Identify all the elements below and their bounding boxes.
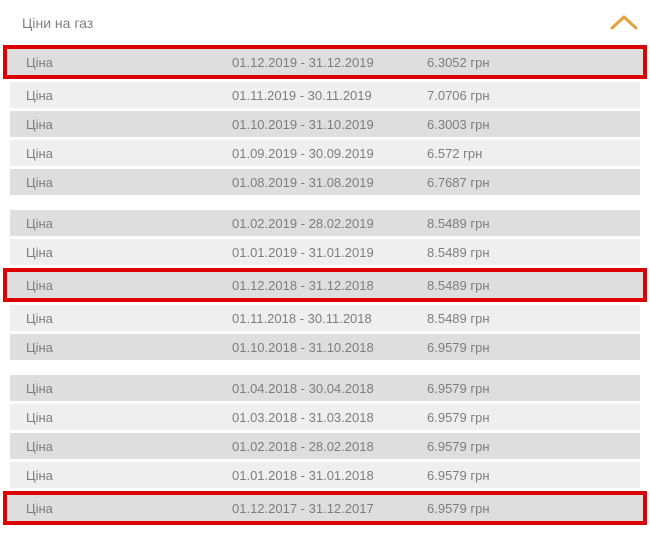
price-period: 01.01.2019 - 31.01.2019: [232, 244, 374, 260]
price-period: 01.10.2019 - 31.10.2019: [232, 116, 374, 132]
panel-title: Ціни на газ: [22, 14, 94, 31]
price-row: Ціна 01.10.2018 - 31.10.2018 6.9579 грн: [10, 334, 640, 360]
price-value: 6.9579 грн: [427, 438, 490, 454]
chevron-up-icon[interactable]: [610, 14, 638, 31]
price-value: 6.9579 грн: [427, 339, 490, 355]
price-value: 6.7687 грн: [427, 174, 490, 190]
price-row: Ціна 01.10.2019 - 31.10.2019 6.3003 грн: [10, 111, 640, 137]
price-period: 01.04.2018 - 30.04.2018: [232, 380, 374, 396]
price-period: 01.09.2019 - 30.09.2019: [232, 145, 374, 161]
price-row-label: Ціна: [26, 467, 53, 483]
price-period: 01.03.2018 - 31.03.2018: [232, 409, 374, 425]
price-row: Ціна 01.02.2018 - 28.02.2018 6.9579 грн: [10, 433, 640, 459]
price-period: 01.02.2018 - 28.02.2018: [232, 438, 374, 454]
price-group: Ціна 01.02.2019 - 28.02.2019 8.5489 грн …: [0, 210, 650, 360]
price-period: 01.01.2018 - 31.01.2018: [232, 467, 374, 483]
price-period: 01.12.2017 - 31.12.2017: [232, 500, 374, 516]
price-group: Ціна 01.12.2019 - 31.12.2019 6.3052 грн …: [0, 45, 650, 195]
price-period: 01.12.2018 - 31.12.2018: [232, 277, 374, 293]
highlight-box: Ціна 01.12.2019 - 31.12.2019 6.3052 грн: [3, 45, 647, 79]
price-row: Ціна 01.11.2019 - 30.11.2019 7.0706 грн: [10, 82, 640, 108]
price-group: Ціна 01.04.2018 - 30.04.2018 6.9579 грн …: [0, 375, 650, 525]
price-period: 01.02.2019 - 28.02.2019: [232, 215, 374, 231]
price-row: Ціна 01.02.2019 - 28.02.2019 8.5489 грн: [10, 210, 640, 236]
price-value: 7.0706 грн: [427, 87, 490, 103]
highlight-box: Ціна 01.12.2018 - 31.12.2018 8.5489 грн: [3, 268, 647, 302]
price-value: 6.3003 грн: [427, 116, 490, 132]
gas-prices-panel: Ціни на газ Ціна 01.12.2019 - 31.12.2019…: [0, 0, 650, 525]
price-value: 8.5489 грн: [427, 277, 490, 293]
price-row: Ціна 01.12.2018 - 31.12.2018 8.5489 грн: [7, 272, 643, 298]
price-row: Ціна 01.01.2019 - 31.01.2019 8.5489 грн: [10, 239, 640, 265]
price-row: Ціна 01.08.2019 - 31.08.2019 6.7687 грн: [10, 169, 640, 195]
price-period: 01.08.2019 - 31.08.2019: [232, 174, 374, 190]
price-row-label: Ціна: [26, 174, 53, 190]
price-row-label: Ціна: [26, 339, 53, 355]
price-row-label: Ціна: [26, 116, 53, 132]
highlight-box: Ціна 01.12.2017 - 31.12.2017 6.9579 грн: [3, 491, 647, 525]
price-row-label: Ціна: [26, 145, 53, 161]
price-row-label: Ціна: [26, 310, 53, 326]
price-period: 01.11.2018 - 30.11.2018: [232, 310, 372, 326]
price-row-label: Ціна: [26, 500, 53, 516]
price-row-label: Ціна: [26, 380, 53, 396]
price-row: Ціна 01.12.2019 - 31.12.2019 6.3052 грн: [7, 49, 643, 75]
price-value: 6.3052 грн: [427, 54, 490, 70]
accordion-header[interactable]: Ціни на газ: [0, 0, 650, 45]
price-row: Ціна 01.11.2018 - 30.11.2018 8.5489 грн: [10, 305, 640, 331]
price-row-label: Ціна: [26, 409, 53, 425]
price-table: Ціна 01.12.2019 - 31.12.2019 6.3052 грн …: [0, 45, 650, 525]
price-value: 8.5489 грн: [427, 244, 490, 260]
price-row-label: Ціна: [26, 87, 53, 103]
price-value: 8.5489 грн: [427, 215, 490, 231]
price-period: 01.11.2019 - 30.11.2019: [232, 87, 372, 103]
price-row: Ціна 01.09.2019 - 30.09.2019 6.572 грн: [10, 140, 640, 166]
price-value: 6.9579 грн: [427, 409, 490, 425]
price-value: 6.9579 грн: [427, 380, 490, 396]
price-row-label: Ціна: [26, 438, 53, 454]
price-value: 6.572 грн: [427, 145, 483, 161]
price-row: Ціна 01.03.2018 - 31.03.2018 6.9579 грн: [10, 404, 640, 430]
price-row-label: Ціна: [26, 277, 53, 293]
price-value: 8.5489 грн: [427, 310, 490, 326]
price-row: Ціна 01.12.2017 - 31.12.2017 6.9579 грн: [7, 495, 643, 521]
price-value: 6.9579 грн: [427, 500, 490, 516]
price-row-label: Ціна: [26, 244, 53, 260]
price-row-label: Ціна: [26, 215, 53, 231]
price-row: Ціна 01.01.2018 - 31.01.2018 6.9579 грн: [10, 462, 640, 488]
price-row: Ціна 01.04.2018 - 30.04.2018 6.9579 грн: [10, 375, 640, 401]
price-period: 01.12.2019 - 31.12.2019: [232, 54, 374, 70]
price-value: 6.9579 грн: [427, 467, 490, 483]
price-row-label: Ціна: [26, 54, 53, 70]
price-period: 01.10.2018 - 31.10.2018: [232, 339, 374, 355]
